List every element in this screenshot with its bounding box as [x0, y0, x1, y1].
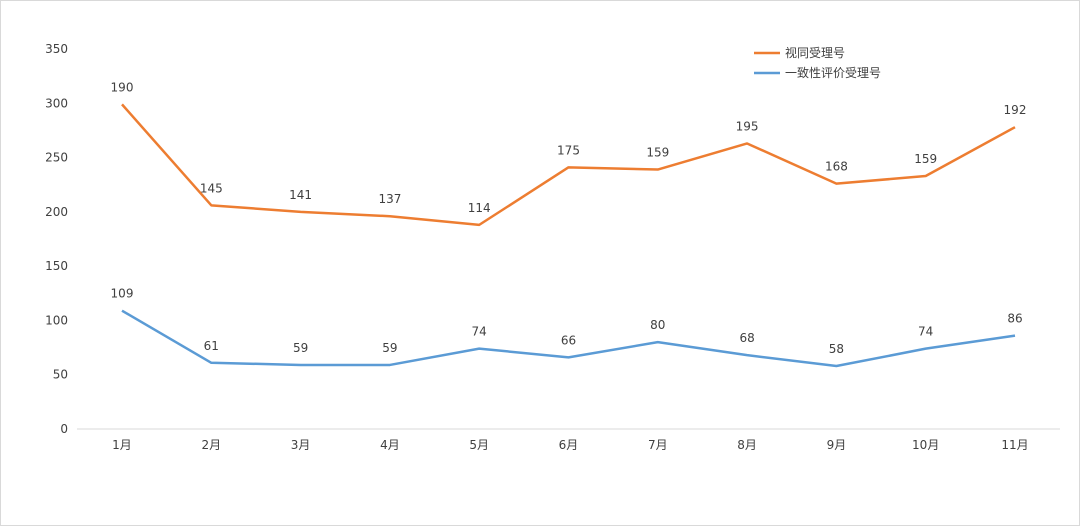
- x-tick-label: 9月: [827, 438, 847, 452]
- data-label: 58: [829, 342, 844, 356]
- data-label: 195: [736, 119, 759, 133]
- y-tick-label: 100: [45, 313, 68, 327]
- y-tick-label: 150: [45, 259, 68, 273]
- y-tick-label: 200: [45, 205, 68, 219]
- data-label: 159: [914, 152, 937, 166]
- x-tick-label: 4月: [380, 438, 400, 452]
- data-label: 190: [111, 80, 134, 94]
- data-label: 145: [200, 181, 223, 195]
- series-line-1: [121, 103, 1016, 227]
- data-label: 86: [1007, 312, 1022, 326]
- y-tick-label: 300: [45, 96, 68, 110]
- y-tick-label: 50: [53, 368, 68, 382]
- data-label: 192: [1004, 103, 1027, 117]
- x-tick-label: 3月: [291, 438, 311, 452]
- data-label: 66: [561, 333, 576, 347]
- data-label: 74: [472, 325, 487, 339]
- legend-label: 一致性评价受理号: [785, 66, 881, 80]
- data-label: 59: [293, 341, 308, 355]
- legend-label: 视同受理号: [785, 45, 845, 60]
- x-tick-label: 2月: [201, 438, 221, 452]
- data-label: 141: [289, 188, 312, 202]
- data-label: 109: [111, 287, 134, 301]
- y-tick-label: 0: [60, 422, 68, 436]
- x-tick-label: 8月: [737, 438, 757, 452]
- data-label: 175: [557, 143, 580, 157]
- x-tick-label: 7月: [648, 438, 668, 452]
- data-label: 137: [378, 192, 401, 206]
- data-label: 59: [382, 341, 397, 355]
- x-tick-label: 1月: [112, 438, 132, 452]
- x-tick-label: 10月: [912, 438, 939, 452]
- data-label: 74: [918, 325, 933, 339]
- x-tick-label: 6月: [559, 438, 579, 452]
- data-label: 159: [646, 146, 669, 160]
- y-tick-label: 250: [45, 151, 68, 165]
- series-line-0: [121, 309, 1016, 368]
- x-tick-label: 5月: [469, 438, 489, 452]
- data-label: 114: [468, 201, 491, 215]
- data-label: 61: [204, 339, 219, 353]
- data-label: 80: [650, 318, 665, 332]
- data-label: 68: [739, 331, 754, 345]
- y-tick-label: 350: [45, 42, 68, 56]
- data-label: 168: [825, 160, 848, 174]
- x-tick-label: 11月: [1001, 438, 1028, 452]
